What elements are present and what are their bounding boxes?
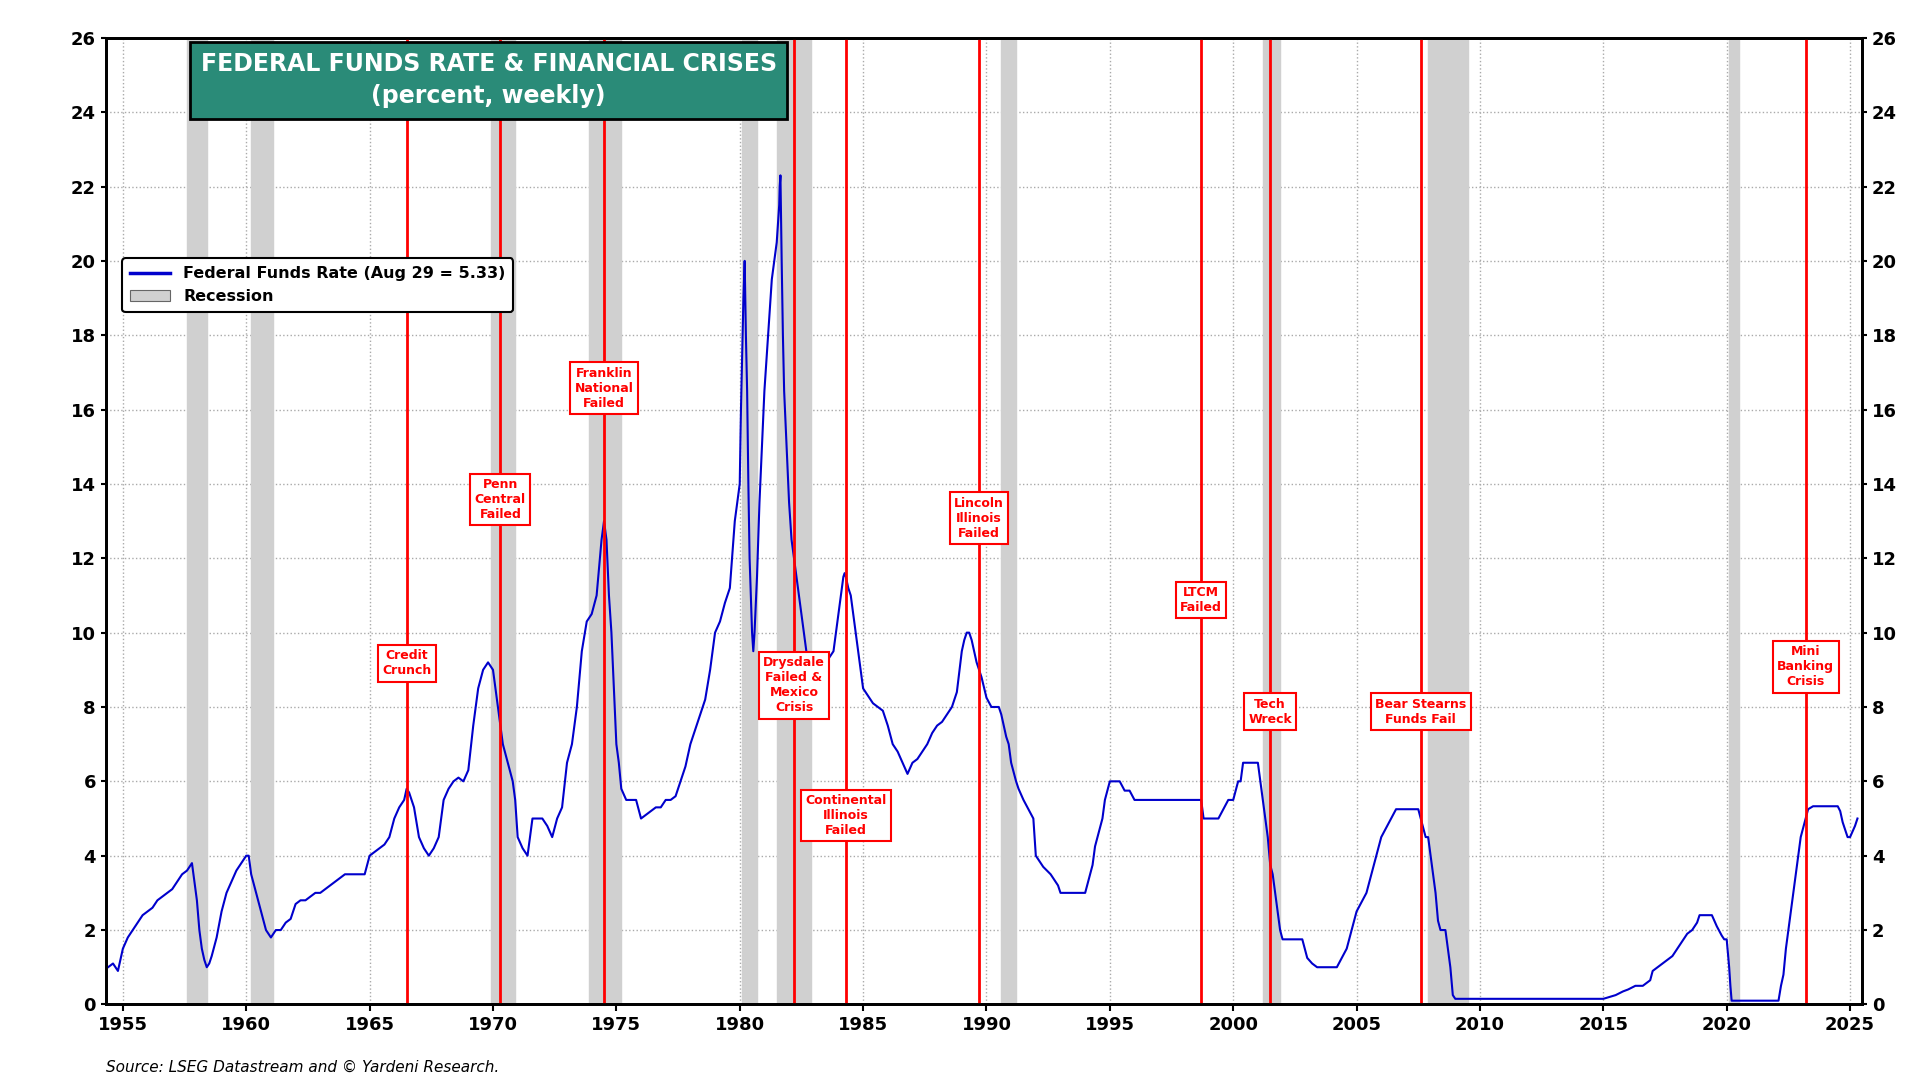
Text: Mini
Banking
Crisis: Mini Banking Crisis [1778, 646, 1834, 688]
Text: FEDERAL FUNDS RATE & FINANCIAL CRISES
(percent, weekly): FEDERAL FUNDS RATE & FINANCIAL CRISES (p… [200, 52, 778, 108]
Bar [186, 38, 207, 1004]
Bar [589, 38, 622, 1004]
Text: Tech
Wreck: Tech Wreck [1248, 698, 1292, 726]
Bar [1263, 38, 1281, 1004]
Bar [743, 38, 756, 1004]
Text: Credit
Crunch: Credit Crunch [382, 649, 432, 677]
Text: Penn
Central
Failed: Penn Central Failed [474, 478, 526, 521]
Legend: Federal Funds Rate (Aug 29 = 5.33), Recession: Federal Funds Rate (Aug 29 = 5.33), Rece… [123, 258, 513, 312]
Text: Drysdale
Failed &
Mexico
Crisis: Drysdale Failed & Mexico Crisis [762, 657, 826, 715]
Bar [1000, 38, 1016, 1004]
Bar [490, 38, 515, 1004]
Text: Franklin
National
Failed: Franklin National Failed [574, 366, 634, 409]
Text: Continental
Illinois
Failed: Continental Illinois Failed [804, 794, 887, 837]
Text: Source: LSEG Datastream and © Yardeni Research.: Source: LSEG Datastream and © Yardeni Re… [106, 1059, 499, 1075]
Text: Lincoln
Illinois
Failed: Lincoln Illinois Failed [954, 497, 1004, 540]
Bar [1730, 38, 1740, 1004]
Text: LTCM
Failed: LTCM Failed [1181, 586, 1221, 615]
Bar [778, 38, 812, 1004]
Text: Bear Stearns
Funds Fail: Bear Stearns Funds Fail [1375, 698, 1467, 726]
Bar [252, 38, 273, 1004]
Bar [1428, 38, 1467, 1004]
